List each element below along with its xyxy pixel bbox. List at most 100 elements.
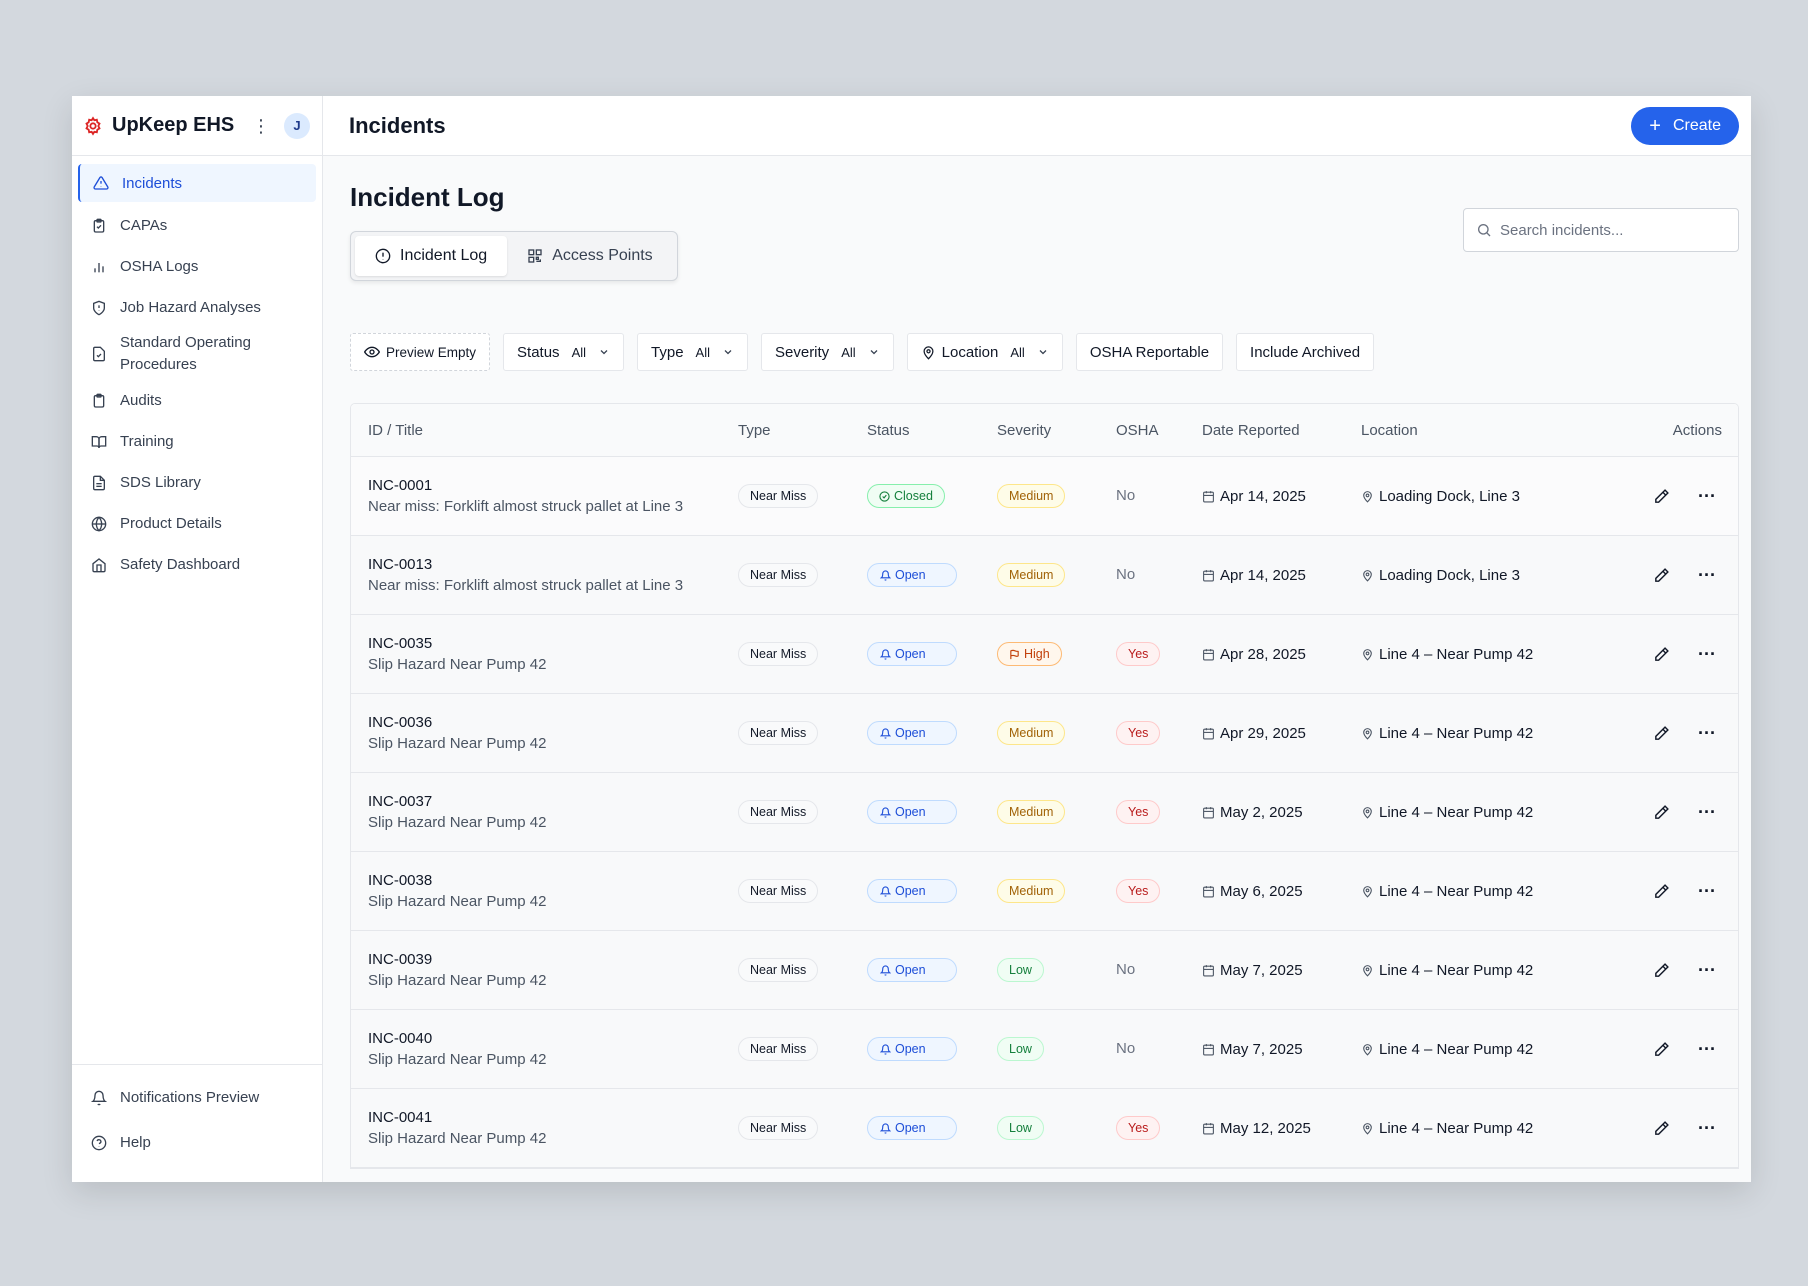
help-circle-icon	[90, 1134, 108, 1152]
incident-id[interactable]: INC-0041	[368, 1109, 433, 1126]
type-filter[interactable]: Type All	[637, 333, 748, 371]
table-row[interactable]: INC-0001 Near miss: Forklift almost struc…	[351, 457, 1738, 536]
date-value: May 7, 2025	[1220, 961, 1303, 979]
qr-code-icon	[527, 248, 543, 264]
avatar[interactable]: J	[284, 112, 310, 139]
table-row[interactable]: INC-0039 Slip Hazard Near Pump 42 Near Mis…	[351, 931, 1738, 1010]
edit-icon[interactable]	[1646, 639, 1676, 669]
sidebar-item-sds-library[interactable]: SDS Library	[78, 462, 316, 503]
edit-icon[interactable]	[1646, 1113, 1676, 1143]
create-button[interactable]: + Create	[1631, 106, 1739, 145]
table-row[interactable]: INC-0037 Slip Hazard Near Pump 42 Near Mis…	[351, 773, 1738, 852]
status-badge: Open	[867, 721, 957, 745]
severity-label: Low	[1009, 1042, 1032, 1056]
sidebar-item-incidents[interactable]: Incidents	[78, 164, 316, 202]
edit-icon[interactable]	[1646, 718, 1676, 748]
flag-icon	[1009, 649, 1020, 660]
more-horizontal-icon[interactable]: ···	[1698, 723, 1716, 743]
location-cell: Line 4 – Near Pump 42	[1361, 883, 1601, 900]
table-row[interactable]: INC-0040 Slip Hazard Near Pump 42 Near Mis…	[351, 1010, 1738, 1089]
table-row[interactable]: INC-0013 Near miss: Forklift almost struc…	[351, 536, 1738, 615]
incident-title: Slip Hazard Near Pump 42	[368, 656, 547, 673]
incident-id[interactable]: INC-0038	[368, 872, 433, 889]
incident-id[interactable]: INC-0013	[368, 556, 433, 573]
map-pin-icon	[1361, 727, 1374, 740]
more-horizontal-icon[interactable]: ···	[1698, 802, 1716, 822]
sidebar-item-osha-logs[interactable]: OSHA Logs	[78, 246, 316, 287]
more-horizontal-icon[interactable]: ···	[1698, 1118, 1716, 1138]
severity-label: Medium	[1009, 884, 1054, 898]
table-row[interactable]: INC-0041 Slip Hazard Near Pump 42 Near Mis…	[351, 1089, 1738, 1168]
more-horizontal-icon[interactable]: ···	[1698, 1039, 1716, 1059]
sidebar-item-label: CAPAs	[120, 217, 168, 234]
severity-badge: Low	[997, 1116, 1044, 1140]
tab-incident-log[interactable]: Incident Log	[355, 236, 508, 276]
incident-id[interactable]: INC-0036	[368, 714, 433, 731]
include-archived-toggle[interactable]: Include Archived	[1236, 333, 1375, 371]
actions-cell: ···	[1601, 560, 1738, 590]
table-row[interactable]: INC-0038 Slip Hazard Near Pump 42 Near Mis…	[351, 852, 1738, 931]
date-cell: May 6, 2025	[1202, 883, 1361, 900]
sidebar-item-training[interactable]: Training	[78, 421, 316, 462]
osha-reportable-toggle[interactable]: OSHA Reportable	[1075, 333, 1224, 371]
sidebar-item-audits[interactable]: Audits	[78, 380, 316, 421]
sidebar-item-help[interactable]: Help	[78, 1120, 316, 1165]
table-row[interactable]: INC-0036 Slip Hazard Near Pump 42 Near Mis…	[351, 694, 1738, 773]
more-vertical-icon[interactable]: ⋮	[252, 115, 270, 136]
incident-id[interactable]: INC-0001	[368, 477, 433, 494]
osha-cell: No	[1116, 961, 1202, 979]
table-row[interactable]: INC-0035 Slip Hazard Near Pump 42 Near Mis…	[351, 615, 1738, 694]
date-value: Apr 28, 2025	[1220, 645, 1306, 663]
sidebar-item-notifications-preview[interactable]: Notifications Preview	[78, 1075, 316, 1120]
sidebar-item-safety-dashboard[interactable]: Safety Dashboard	[78, 544, 316, 585]
edit-icon[interactable]	[1646, 1034, 1676, 1064]
more-horizontal-icon[interactable]: ···	[1698, 644, 1716, 664]
incident-id[interactable]: INC-0040	[368, 1030, 433, 1047]
more-horizontal-icon[interactable]: ···	[1698, 565, 1716, 585]
filter-value: All	[1010, 344, 1025, 360]
edit-icon[interactable]	[1646, 876, 1676, 906]
sidebar-item-standard-operating-procedures[interactable]: Standard Operating Procedures	[78, 328, 316, 380]
location-cell: Loading Dock, Line 3	[1361, 488, 1601, 505]
filter-value: All	[841, 344, 856, 360]
type-cell: Near Miss	[738, 879, 867, 903]
actions-cell: ···	[1601, 718, 1738, 748]
location-filter[interactable]: Location All	[906, 333, 1063, 371]
sidebar-bottom: Notifications Preview Help	[72, 1064, 322, 1182]
edit-icon[interactable]	[1646, 797, 1676, 827]
edit-icon[interactable]	[1646, 481, 1676, 511]
incident-id[interactable]: INC-0037	[368, 793, 433, 810]
edit-icon[interactable]	[1646, 955, 1676, 985]
sidebar-item-job-hazard-analyses[interactable]: Job Hazard Analyses	[78, 287, 316, 328]
date-reported: Apr 29, 2025	[1202, 725, 1361, 742]
sidebar-item-capas[interactable]: CAPAs	[78, 205, 316, 246]
type-badge: Near Miss	[738, 642, 819, 666]
incident-id[interactable]: INC-0035	[368, 635, 433, 652]
location-cell: Line 4 – Near Pump 42	[1361, 804, 1601, 821]
severity-filter[interactable]: Severity All	[761, 333, 894, 371]
status-label: Open	[895, 568, 926, 582]
search-input[interactable]	[1500, 221, 1726, 239]
app-window: UpKeep EHS ⋮ J Incidents CAPAs OSHA Logs Jo…	[72, 96, 1751, 1182]
date-cell: Apr 29, 2025	[1202, 725, 1361, 742]
status-filter[interactable]: Status All	[503, 333, 625, 371]
sidebar-item-product-details[interactable]: Product Details	[78, 503, 316, 544]
edit-icon[interactable]	[1646, 560, 1676, 590]
search-box[interactable]	[1463, 208, 1739, 252]
status-label: Open	[895, 647, 926, 661]
incident-id[interactable]: INC-0039	[368, 951, 433, 968]
more-horizontal-icon[interactable]: ···	[1698, 881, 1716, 901]
more-horizontal-icon[interactable]: ···	[1698, 486, 1716, 506]
map-pin-icon	[1361, 569, 1374, 582]
status-cell: Open	[867, 1037, 997, 1061]
location-value: Line 4 – Near Pump 42	[1379, 1119, 1534, 1137]
preview-empty-button[interactable]: Preview Empty	[350, 333, 491, 371]
severity-cell: Medium	[997, 563, 1116, 587]
location-value: Line 4 – Near Pump 42	[1379, 1040, 1534, 1058]
severity-badge: Low	[997, 1037, 1044, 1061]
severity-badge: Medium	[997, 879, 1066, 903]
id-title-cell: INC-0037 Slip Hazard Near Pump 42	[351, 793, 738, 831]
more-horizontal-icon[interactable]: ···	[1698, 960, 1716, 980]
calendar-icon	[1202, 964, 1215, 977]
tab-access-points[interactable]: Access Points	[507, 236, 672, 276]
